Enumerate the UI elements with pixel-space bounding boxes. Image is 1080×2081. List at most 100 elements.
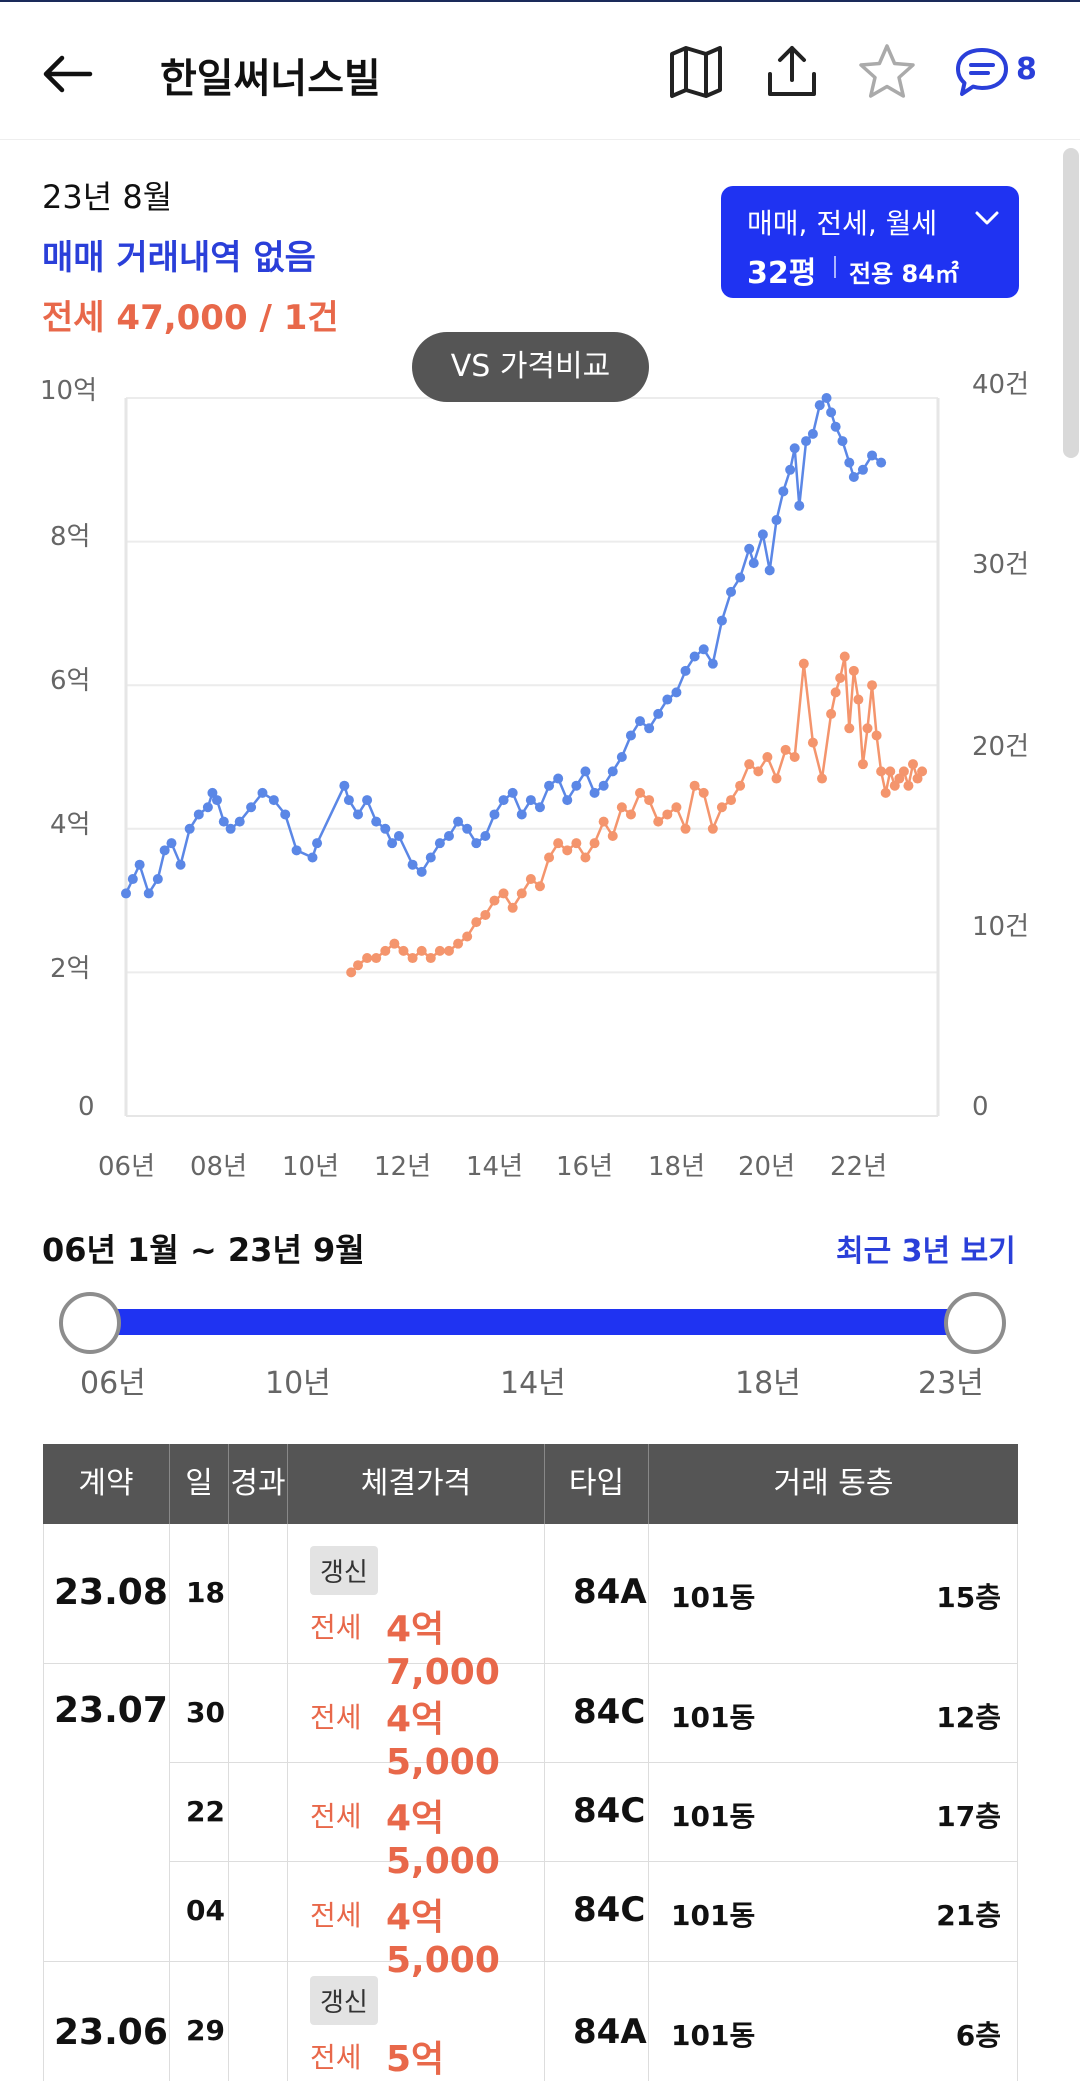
y-left-tick: 0 bbox=[78, 1092, 95, 1122]
transaction-table: 계약 일 경과 체결가격 타입 거래 동층 23.08 18 갱신 전세 4억 … bbox=[43, 1444, 1018, 2081]
data-point bbox=[689, 651, 700, 662]
data-point bbox=[589, 838, 600, 849]
data-point bbox=[778, 486, 789, 497]
data-point bbox=[680, 665, 691, 676]
data-point bbox=[489, 809, 500, 820]
data-point bbox=[753, 766, 764, 777]
data-point bbox=[844, 457, 855, 468]
vs-price-compare-button[interactable]: VS 가격비교 bbox=[412, 332, 649, 402]
data-point bbox=[876, 457, 887, 468]
page-title: 한일써너스빌 bbox=[160, 56, 381, 102]
data-point bbox=[635, 716, 646, 727]
range-tick: 14년 bbox=[500, 1366, 566, 1401]
price-chart: 10억 8억 6억 4억 2억 0 40건 30건 20건 10건 0 06년 … bbox=[0, 370, 1080, 1190]
dong-floor-cell: 101동 15층 bbox=[649, 1524, 1018, 1664]
table-row[interactable]: 23.08 18 갱신 전세 4억 7,000 84A 101동 15층 bbox=[43, 1524, 1018, 1693]
price-cell: 전세 4억 5,000 bbox=[288, 1664, 545, 1783]
table-row[interactable]: 23.06 29 갱신 전세 5억 84A 101동 6층 bbox=[43, 1962, 1018, 2081]
range-slider-end-handle[interactable] bbox=[944, 1292, 1006, 1354]
data-point bbox=[516, 809, 527, 820]
data-point bbox=[794, 500, 805, 511]
unit-type: 84C bbox=[573, 1791, 646, 1831]
data-point bbox=[507, 787, 518, 798]
data-point bbox=[553, 838, 564, 849]
map-icon[interactable] bbox=[664, 40, 728, 104]
recent-3-years-link[interactable]: 최근 3년 보기 bbox=[836, 1234, 1016, 1269]
y-left-tick: 4억 bbox=[50, 810, 91, 840]
elapsed-cell bbox=[229, 1763, 288, 1862]
data-point bbox=[826, 708, 837, 719]
star-icon[interactable] bbox=[855, 40, 919, 104]
range-slider-start-handle[interactable] bbox=[59, 1292, 121, 1354]
filter-pyeong: 32평 bbox=[747, 256, 817, 291]
table-row[interactable]: 22 전세 4억 5,000 84C 101동 17층 bbox=[43, 1763, 1018, 1882]
data-point bbox=[707, 823, 718, 834]
data-point bbox=[143, 888, 154, 899]
data-point bbox=[471, 917, 482, 928]
range-tick: 06년 bbox=[80, 1366, 146, 1401]
contract-day: 22 bbox=[186, 1795, 225, 1828]
x-tick: 20년 bbox=[738, 1152, 796, 1182]
data-point bbox=[653, 816, 664, 827]
data-point bbox=[780, 744, 791, 755]
range-slider-track[interactable] bbox=[90, 1309, 975, 1335]
data-point bbox=[453, 938, 464, 949]
data-point bbox=[544, 780, 555, 791]
data-point bbox=[498, 795, 509, 806]
x-tick: 12년 bbox=[374, 1152, 432, 1182]
data-point bbox=[707, 658, 718, 669]
x-tick: 10년 bbox=[282, 1152, 340, 1182]
y-right-tick: 40건 bbox=[972, 370, 1030, 400]
data-point bbox=[193, 809, 204, 820]
data-point bbox=[211, 795, 222, 806]
table-row[interactable]: 30 전세 4억 5,000 84C 101동 12층 bbox=[43, 1664, 1018, 1783]
data-point bbox=[280, 809, 291, 820]
filter-area: 전용 84㎡ bbox=[849, 260, 959, 288]
data-point bbox=[134, 859, 145, 870]
col-price: 체결가격 bbox=[288, 1444, 545, 1524]
data-point bbox=[380, 823, 391, 834]
y-left-tick: 2억 bbox=[50, 954, 91, 984]
summary-rent-value: 47,000 / 1건 bbox=[116, 298, 339, 338]
data-point bbox=[462, 931, 473, 942]
floor: 17층 bbox=[936, 1800, 1001, 1833]
price-value: 5억 bbox=[386, 2039, 445, 2080]
scrollbar[interactable] bbox=[1063, 148, 1079, 458]
unit-type: 84C bbox=[573, 1692, 646, 1732]
back-arrow-icon[interactable] bbox=[36, 42, 100, 106]
table-row[interactable]: 04 전세 4억 5,000 84C 101동 21층 bbox=[43, 1862, 1018, 1981]
price-cell: 전세 4억 5,000 bbox=[288, 1862, 545, 1981]
data-point bbox=[644, 723, 655, 734]
col-dong-floor: 거래 동층 bbox=[773, 1466, 894, 1501]
data-point bbox=[544, 852, 555, 863]
summary-rent-prefix: 전세 bbox=[42, 298, 117, 338]
dong-floor-cell: 101동 21층 bbox=[649, 1862, 1018, 1962]
contract-month: 23.06 bbox=[54, 2012, 168, 2053]
data-point bbox=[771, 773, 782, 784]
dong: 101동 bbox=[671, 1899, 756, 1932]
chat-count: 8 bbox=[1016, 52, 1037, 87]
chat-icon[interactable] bbox=[952, 42, 1012, 102]
data-point bbox=[867, 680, 878, 691]
data-point bbox=[571, 838, 582, 849]
share-icon[interactable] bbox=[760, 40, 824, 104]
data-point bbox=[371, 816, 382, 827]
data-point bbox=[434, 838, 445, 849]
data-point bbox=[830, 421, 841, 432]
data-point bbox=[339, 780, 350, 791]
data-point bbox=[853, 694, 864, 705]
floor: 21층 bbox=[936, 1899, 1001, 1932]
price-chart-svg bbox=[121, 393, 940, 1117]
price-type: 전세 bbox=[310, 1611, 362, 1644]
data-point bbox=[625, 809, 636, 820]
data-point bbox=[821, 393, 832, 403]
data-point bbox=[839, 651, 850, 662]
data-point bbox=[387, 838, 398, 849]
data-point bbox=[425, 852, 436, 863]
trade-type-filter[interactable]: 매매, 전세, 월세 32평 전용 84㎡ bbox=[721, 186, 1019, 298]
contract-month: 23.07 bbox=[54, 1690, 168, 1731]
data-point bbox=[835, 673, 846, 684]
data-point bbox=[393, 830, 404, 841]
data-point bbox=[680, 823, 691, 834]
data-point bbox=[443, 945, 454, 956]
